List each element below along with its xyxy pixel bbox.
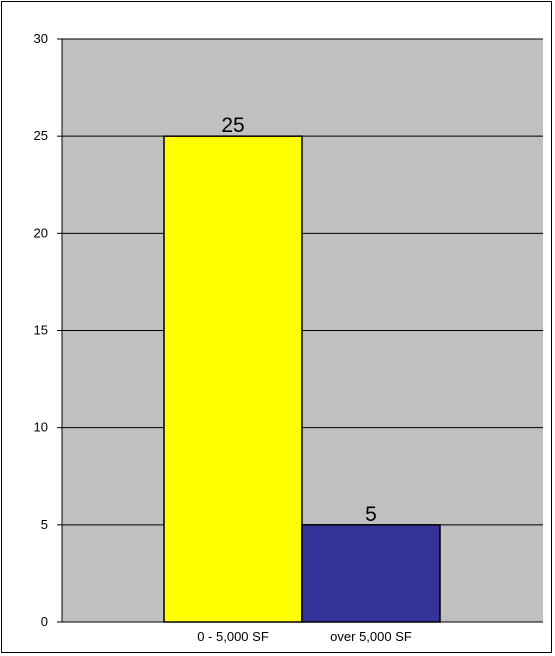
x-category-label: over 5,000 SF — [330, 629, 412, 644]
bar-1 — [163, 135, 303, 623]
data-label: 5 — [365, 503, 377, 526]
y-tick-label: 15 — [34, 323, 48, 338]
y-tick-label: 30 — [34, 31, 48, 46]
y-tick-label: 10 — [34, 420, 48, 435]
y-tick-label: 25 — [34, 128, 48, 143]
x-category-label: 0 - 5,000 SF — [197, 629, 269, 644]
axes — [57, 38, 543, 623]
y-tick-label: 20 — [34, 225, 48, 240]
y-tick-label: 0 — [41, 614, 48, 629]
bar-2 — [301, 524, 441, 623]
y-tick-label: 5 — [41, 517, 48, 532]
bars — [163, 135, 441, 623]
data-label: 25 — [221, 114, 244, 137]
labels: 0 5 10 15 20 25 30 25 0 - 5,000 SF 5 over 5,000 SF — [34, 31, 412, 644]
